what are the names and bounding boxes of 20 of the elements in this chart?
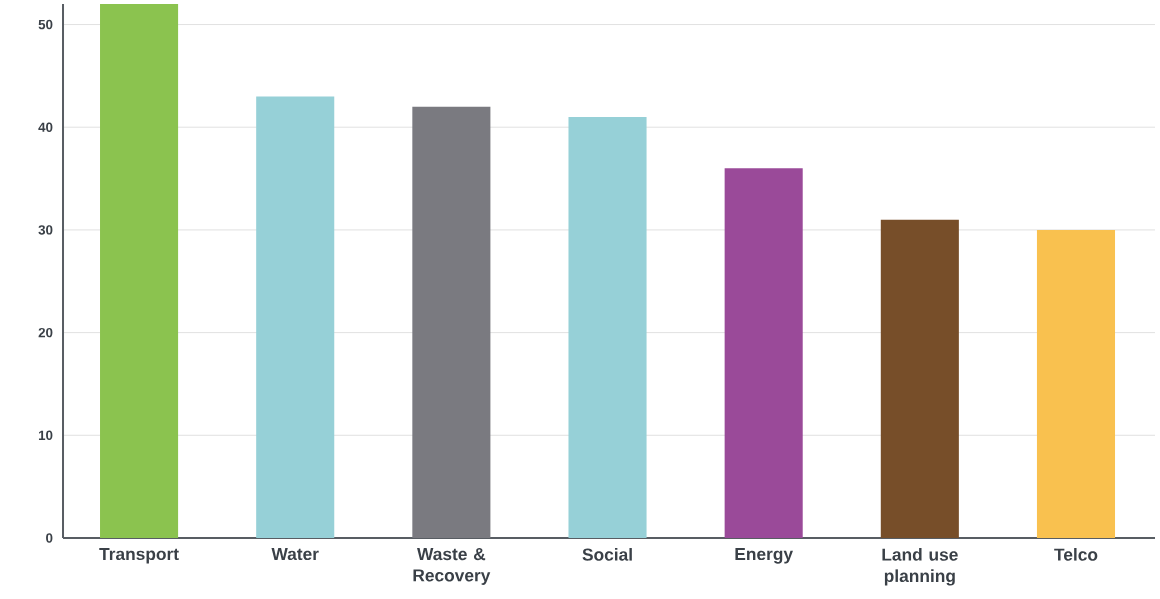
bar — [880, 219, 959, 538]
bar — [724, 168, 803, 538]
x-tick-label: Telco — [1054, 548, 1098, 561]
x-tick-label: Land use planning — [882, 548, 958, 586]
bar — [412, 106, 491, 538]
bar — [568, 116, 647, 538]
y-tick-label: 40 — [38, 122, 53, 132]
x-tick-label: Waste & Recovery — [413, 548, 491, 585]
y-tick-label: 50 — [38, 19, 53, 30]
y-tick-label: 0 — [46, 533, 53, 543]
y-tick-label: 20 — [38, 327, 53, 338]
x-tick-label: Water — [271, 548, 319, 561]
bar — [256, 96, 335, 538]
bar — [1036, 229, 1116, 538]
bar — [100, 3, 179, 538]
x-tick-label: Social — [582, 548, 632, 561]
y-tick-label: 30 — [38, 225, 53, 235]
x-tick-label: Transport — [99, 548, 179, 564]
x-tick-label: Energy — [735, 548, 793, 564]
y-tick-label: 10 — [38, 430, 53, 441]
